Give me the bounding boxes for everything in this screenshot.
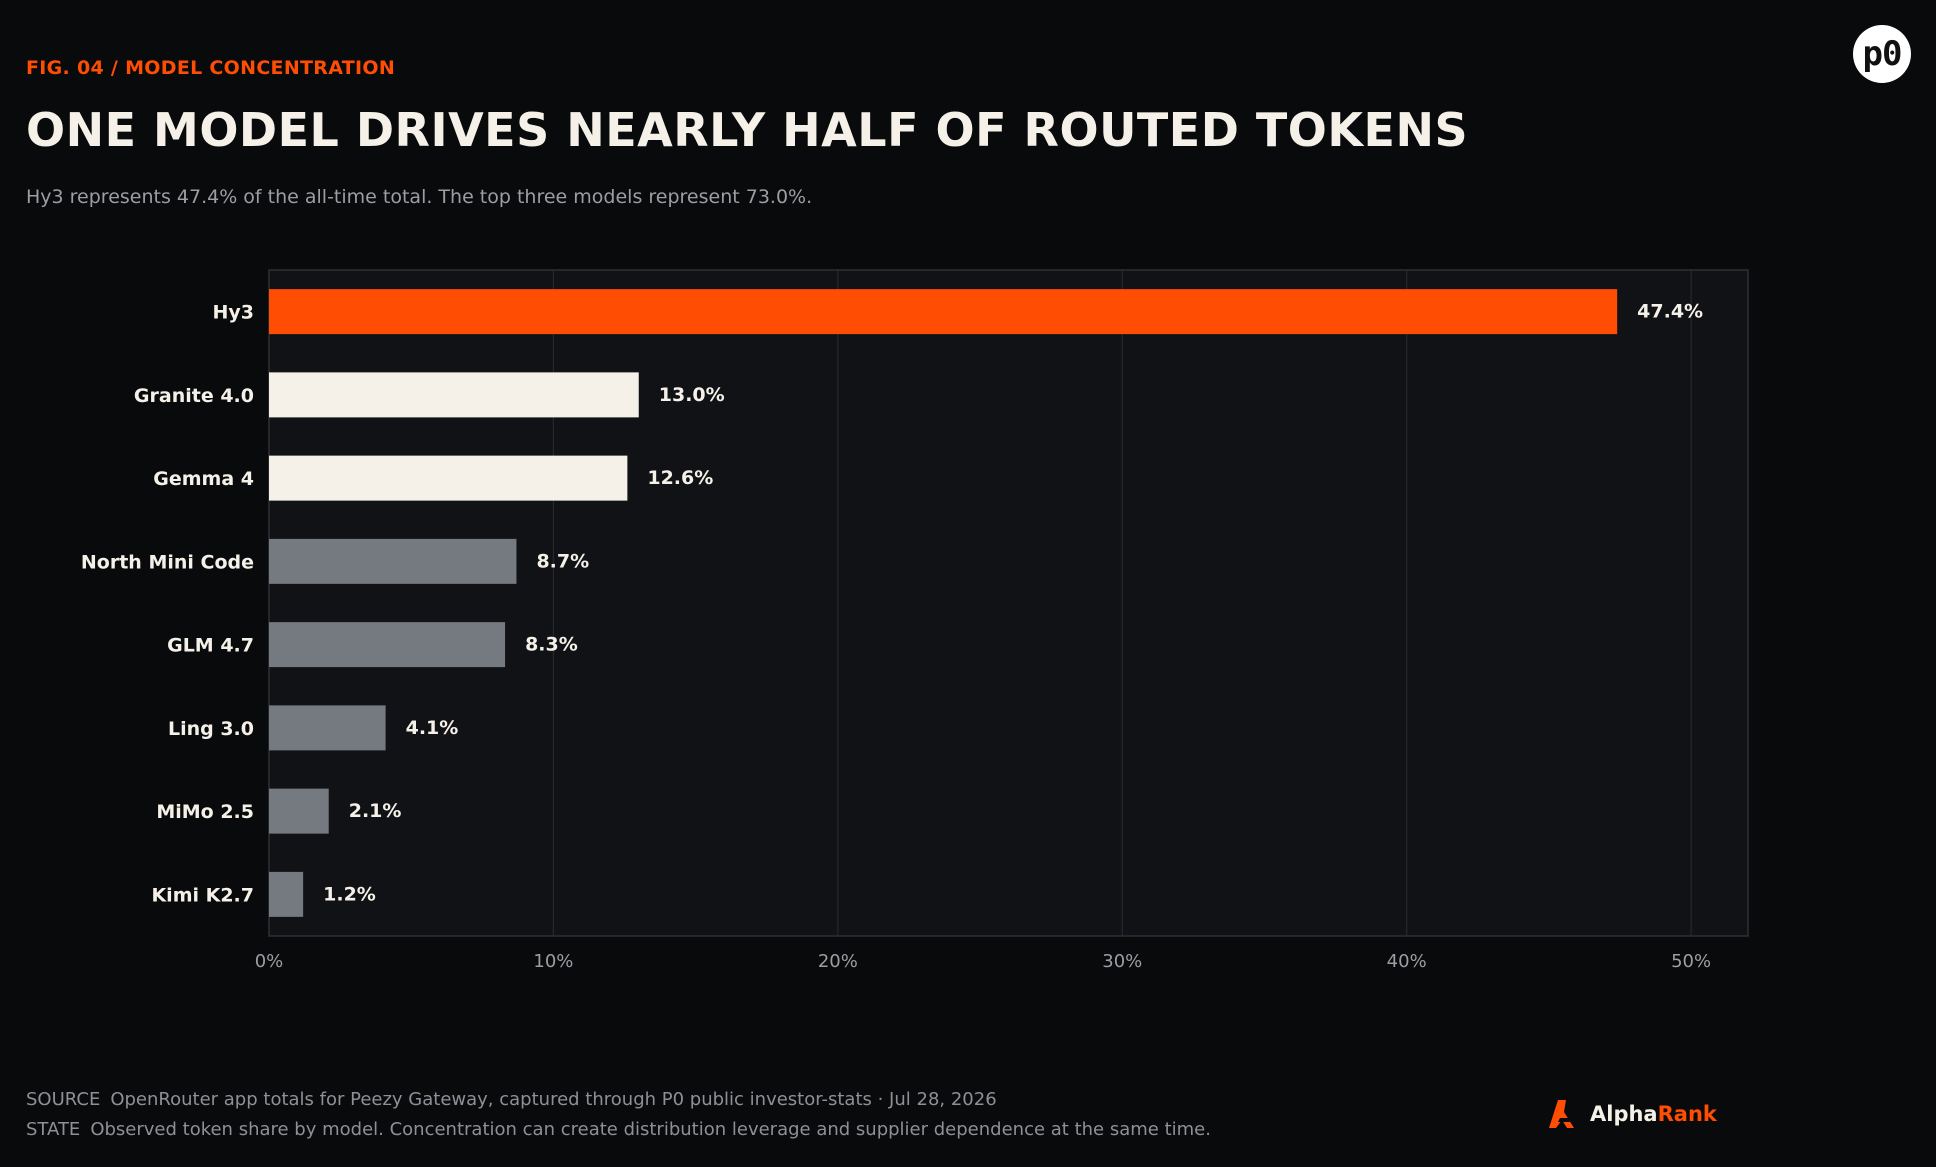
category-label: North Mini Code <box>81 551 254 573</box>
chart-subtitle: Hy3 represents 47.4% of the all-time tot… <box>26 186 813 208</box>
x-tick-label: 50% <box>1671 951 1711 972</box>
data-label: 13.0% <box>659 384 725 406</box>
data-label: 1.2% <box>323 883 376 905</box>
data-label: 8.7% <box>536 550 589 572</box>
brand-name-part2: Rank <box>1657 1102 1717 1126</box>
brand-name-part1: Alpha <box>1590 1102 1658 1126</box>
source-label: SOURCE <box>26 1089 101 1110</box>
state-note: STATE Observed token share by model. Conc… <box>26 1119 1211 1140</box>
x-tick-label: 40% <box>1387 951 1427 972</box>
data-label: 47.4% <box>1637 301 1703 323</box>
x-tick-label: 20% <box>818 951 858 972</box>
category-label: Gemma 4 <box>153 468 254 490</box>
category-label: Hy3 <box>212 302 254 324</box>
bar <box>269 705 386 751</box>
data-label: 4.1% <box>406 717 459 739</box>
plot-area <box>269 270 1748 936</box>
alpharank-logo-icon <box>1549 1100 1574 1128</box>
data-label: 2.1% <box>349 800 402 822</box>
x-tick-label: 30% <box>1102 951 1142 972</box>
figure-label: FIG. 04 / MODEL CONCENTRATION <box>26 57 396 79</box>
bar <box>269 372 639 418</box>
category-label: Ling 3.0 <box>168 718 254 740</box>
x-tick-label: 10% <box>533 951 573 972</box>
data-label: 12.6% <box>647 467 713 489</box>
source-text: OpenRouter app totals for Peezy Gateway,… <box>110 1089 997 1110</box>
category-label: GLM 4.7 <box>167 635 254 657</box>
chart-title: ONE MODEL DRIVES NEARLY HALF OF ROUTED T… <box>26 103 1469 157</box>
bar <box>269 622 506 668</box>
x-tick-label: 0% <box>255 951 284 972</box>
bar-chart: 0% 10% 20% 30% 40% 50% Hy3 47.4% Granite 4.0 13.0… <box>81 269 1749 972</box>
bar <box>269 289 1618 335</box>
category-label: Kimi K2.7 <box>151 884 254 906</box>
bar <box>269 455 628 501</box>
source-note: SOURCE OpenRouter app totals for Peezy Ga… <box>26 1089 997 1110</box>
bar <box>269 871 304 917</box>
category-label: MiMo 2.5 <box>156 801 254 823</box>
brand-name: AlphaRank <box>1590 1102 1717 1126</box>
state-text: Observed token share by model. Concentra… <box>90 1119 1211 1140</box>
plot-frame <box>268 269 1749 937</box>
state-label: STATE <box>26 1119 81 1140</box>
category-label: Granite 4.0 <box>134 385 254 407</box>
data-label: 8.3% <box>525 634 578 656</box>
p0-logo: p0 <box>1853 25 1911 83</box>
bar <box>269 538 517 584</box>
alpharank-brand: AlphaRank <box>1548 1098 1717 1130</box>
bar <box>269 788 329 834</box>
